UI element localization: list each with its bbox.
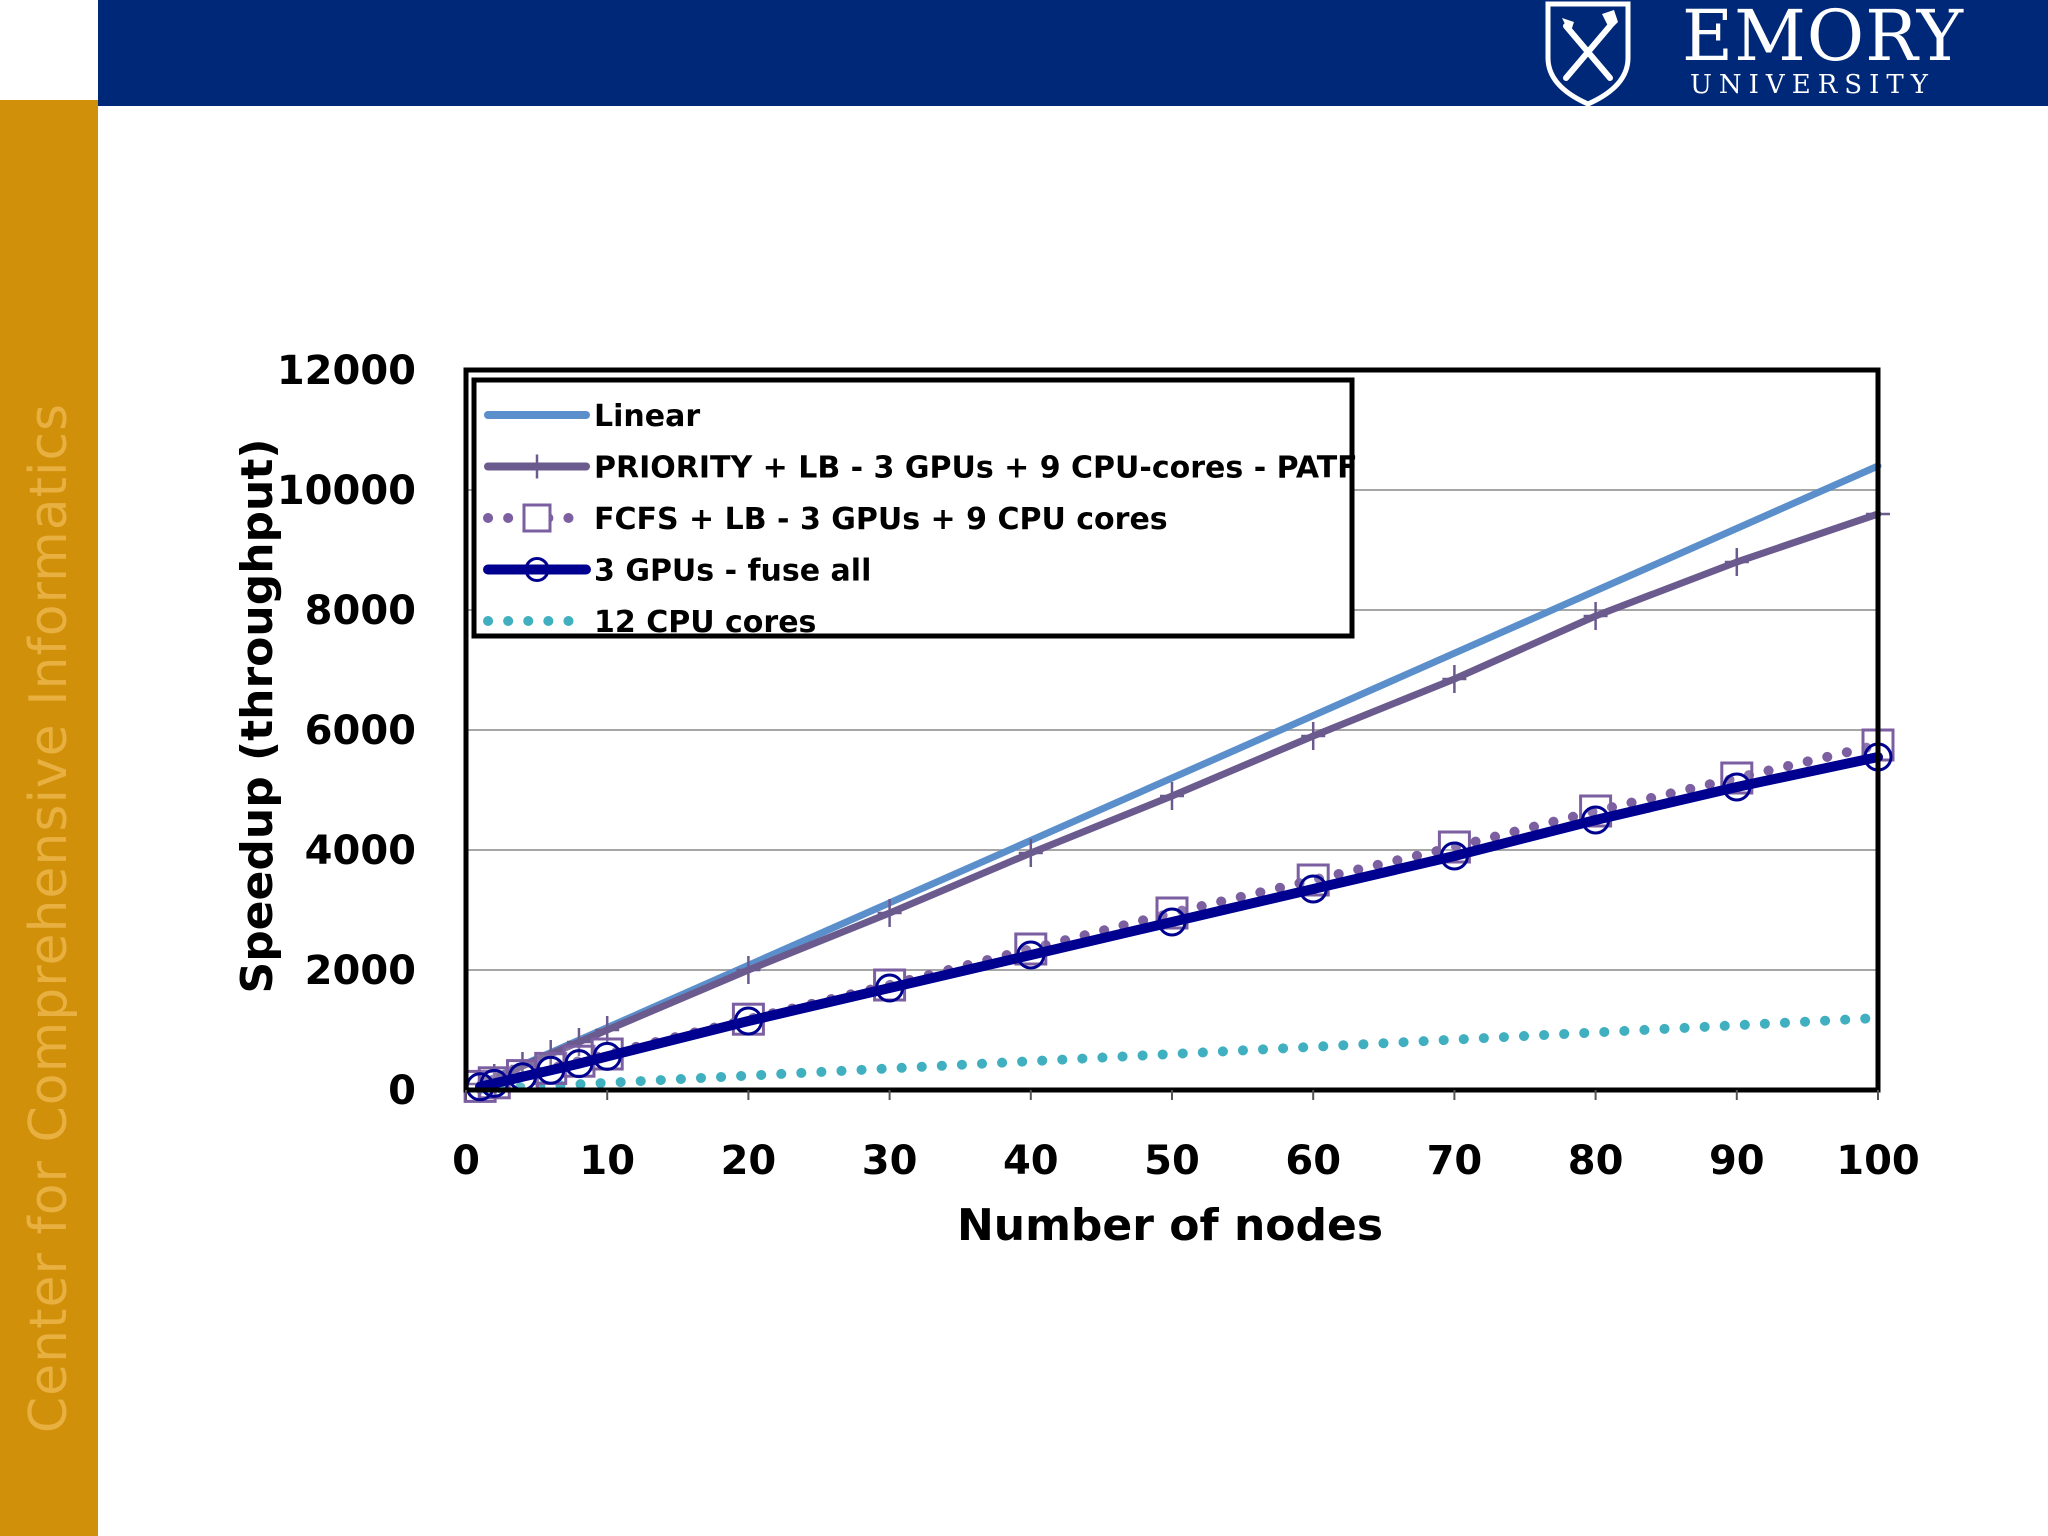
legend: Linear PRIORITY + LB - 3 GPUs + 9 CPU-cor… bbox=[471, 377, 1358, 640]
side-bar: Center for Comprehensive Informatics bbox=[0, 100, 98, 1536]
legend-label: Linear bbox=[594, 399, 700, 434]
legend-label: PRIORITY + LB - 3 GPUs + 9 CPU-cores - P… bbox=[594, 451, 1358, 486]
x-tick-label: 30 bbox=[862, 1138, 918, 1184]
y-tick-label: 6000 bbox=[305, 708, 416, 754]
data-point-plus bbox=[1301, 722, 1326, 750]
x-tick-label: 90 bbox=[1709, 1138, 1765, 1184]
x-tick-label: 60 bbox=[1285, 1138, 1341, 1184]
x-tick-label: 70 bbox=[1427, 1138, 1483, 1184]
legend-label: 12 CPU cores bbox=[594, 605, 816, 640]
x-tick-label: 0 bbox=[452, 1138, 480, 1184]
series-line bbox=[476, 462, 1882, 1088]
y-tick-label: 0 bbox=[388, 1068, 416, 1114]
data-point-circle bbox=[479, 1068, 509, 1098]
y-tick-label: 4000 bbox=[305, 828, 416, 874]
data-point-circle bbox=[1722, 772, 1752, 802]
x-tick-label: 80 bbox=[1568, 1138, 1624, 1184]
y-tick-label: 8000 bbox=[305, 588, 416, 634]
x-tick-label: 20 bbox=[721, 1138, 777, 1184]
legend-label: 3 GPUs - fuse all bbox=[594, 554, 871, 589]
y-tick-label: 10000 bbox=[277, 468, 416, 514]
x-tick-labels: 0 10 20 30 40 50 60 70 80 90 100 bbox=[452, 1090, 1920, 1184]
data-point-circle bbox=[1298, 874, 1328, 904]
university-name: EMORY bbox=[1682, 0, 1964, 77]
data-point-plus bbox=[1724, 548, 1749, 576]
emory-shield-icon bbox=[1545, 1, 1631, 106]
series-line bbox=[475, 752, 1883, 1092]
data-point-plus bbox=[877, 899, 902, 927]
data-point-circle bbox=[733, 1006, 763, 1036]
x-tick-label: 50 bbox=[1144, 1138, 1200, 1184]
data-point-circle bbox=[592, 1041, 622, 1071]
legend-label: FCFS + LB - 3 GPUs + 9 CPU cores bbox=[594, 502, 1168, 537]
legend-swatch-marker bbox=[522, 503, 552, 533]
series-line bbox=[475, 1013, 1883, 1095]
legend-box bbox=[471, 377, 1355, 639]
university-subtitle: UNIVERSITY bbox=[1690, 70, 1935, 100]
y-tick-label: 12000 bbox=[277, 348, 416, 394]
x-tick-label: 10 bbox=[579, 1138, 635, 1184]
x-axis-title: Number of nodes bbox=[957, 1200, 1383, 1251]
data-point-circle bbox=[1439, 841, 1469, 871]
x-tick-label: 100 bbox=[1836, 1138, 1920, 1184]
x-tick-label: 40 bbox=[1003, 1138, 1059, 1184]
data-point-circle bbox=[1157, 907, 1187, 937]
data-point-plus bbox=[1018, 839, 1043, 867]
y-axis-title: Speedup (throughput) bbox=[232, 438, 283, 993]
series-layer bbox=[463, 462, 1895, 1103]
chart-area: 0 2000 4000 6000 8000 10000 12000 0 10 20 30 40 50 6… bbox=[212, 340, 1946, 1260]
header-bar bbox=[98, 0, 2048, 106]
side-bar-text: Center for Comprehensive Informatics bbox=[19, 402, 79, 1434]
data-point-circle bbox=[564, 1049, 594, 1079]
legend-swatch-marker bbox=[524, 557, 550, 582]
data-point-plus bbox=[1442, 665, 1467, 693]
data-point-plus bbox=[1160, 782, 1184, 810]
y-tick-label: 2000 bbox=[305, 948, 416, 994]
data-point-circle bbox=[875, 973, 905, 1003]
data-point-circle bbox=[1016, 940, 1046, 970]
data-point-plus bbox=[1583, 602, 1608, 630]
data-point-plus bbox=[736, 956, 761, 984]
data-point-circle bbox=[1581, 805, 1611, 835]
speedup-chart: 0 2000 4000 6000 8000 10000 12000 0 10 20 30 40 50 6… bbox=[232, 348, 1920, 1251]
data-point-circle bbox=[536, 1055, 566, 1085]
y-tick-labels: 0 2000 4000 6000 8000 10000 12000 bbox=[277, 348, 416, 1114]
